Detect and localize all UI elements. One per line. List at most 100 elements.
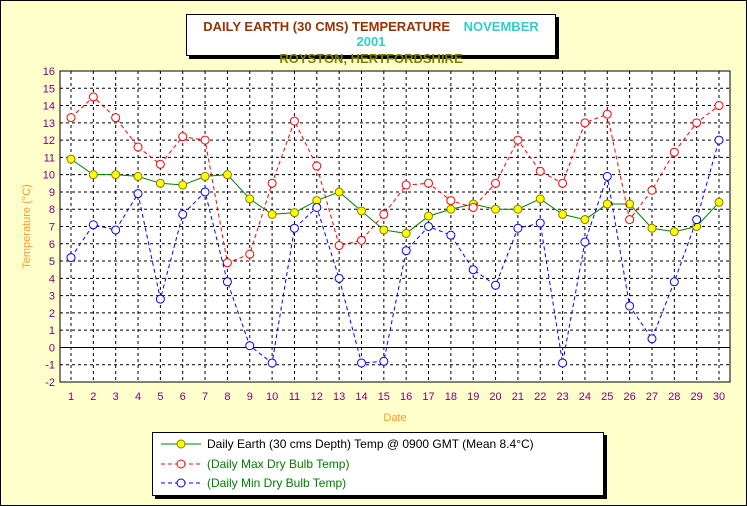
data-point-max xyxy=(178,132,188,142)
y-tick-label: 16 xyxy=(43,66,55,78)
data-point-earth xyxy=(222,170,232,180)
x-tick-label: 8 xyxy=(224,391,230,403)
data-point-max xyxy=(535,166,545,176)
x-tick-label: 15 xyxy=(378,391,390,403)
data-point-min xyxy=(602,171,612,181)
data-point-max xyxy=(379,209,389,219)
data-point-min xyxy=(513,223,523,233)
data-point-earth xyxy=(289,208,299,218)
data-point-max xyxy=(401,180,411,190)
y-tick-label: -2 xyxy=(45,377,55,389)
data-point-earth xyxy=(513,204,523,214)
data-point-max xyxy=(222,258,232,268)
legend-label-min: (Daily Min Dry Bulb Temp) xyxy=(207,476,347,490)
data-point-min xyxy=(401,246,411,256)
x-axis-label: Date xyxy=(383,412,406,424)
x-tick-label: 28 xyxy=(668,391,680,403)
data-point-earth xyxy=(401,228,411,238)
data-point-min xyxy=(468,265,478,275)
data-point-min xyxy=(267,358,277,368)
data-point-min xyxy=(111,225,121,235)
x-tick-label: 4 xyxy=(135,391,141,403)
data-point-max xyxy=(111,113,121,123)
y-tick-label: 1 xyxy=(49,325,55,337)
x-tick-label: 9 xyxy=(247,391,253,403)
x-tick-label: 6 xyxy=(180,391,186,403)
data-point-max xyxy=(468,202,478,212)
y-tick-label: 9 xyxy=(49,187,55,199)
y-tick-label: 11 xyxy=(44,152,55,164)
data-point-max xyxy=(714,101,724,111)
data-point-max xyxy=(580,118,590,128)
y-tick-label: 2 xyxy=(49,308,55,320)
data-point-max xyxy=(558,178,568,188)
x-tick-label: 5 xyxy=(157,391,163,403)
data-point-max xyxy=(267,178,277,188)
data-point-max xyxy=(625,215,635,225)
data-point-earth xyxy=(66,154,76,164)
x-tick-label: 26 xyxy=(623,391,635,403)
data-point-earth xyxy=(334,187,344,197)
data-point-min xyxy=(88,220,98,230)
data-point-earth xyxy=(88,170,98,180)
y-tick-label: 13 xyxy=(43,118,55,130)
data-point-earth xyxy=(424,211,434,221)
data-point-earth xyxy=(155,178,165,188)
legend-item-earth: Daily Earth (30 cms Depth) Temp @ 0900 G… xyxy=(161,435,534,453)
x-tick-label: 7 xyxy=(202,391,208,403)
x-tick-label: 30 xyxy=(713,391,725,403)
data-point-max xyxy=(602,109,612,119)
data-point-max xyxy=(312,161,322,171)
data-point-min xyxy=(535,218,545,228)
data-point-earth xyxy=(580,215,590,225)
data-point-max xyxy=(200,135,210,145)
series-line-min xyxy=(70,139,720,364)
x-tick-label: 23 xyxy=(556,391,568,403)
data-point-max xyxy=(88,92,98,102)
x-tick-label: 17 xyxy=(422,391,434,403)
data-point-earth xyxy=(245,194,255,204)
data-point-earth xyxy=(491,204,501,214)
data-point-min xyxy=(245,341,255,351)
data-point-earth xyxy=(267,209,277,219)
x-tick-label: 29 xyxy=(691,391,703,403)
data-point-min xyxy=(669,277,679,287)
y-tick-label: 15 xyxy=(43,83,55,95)
data-point-earth xyxy=(446,204,456,214)
legend: Daily Earth (30 cms Depth) Temp @ 0900 G… xyxy=(152,432,604,496)
data-point-min xyxy=(558,358,568,368)
chart-title-month: NOVEMBER 2001 xyxy=(356,19,539,49)
x-tick-label: 16 xyxy=(400,391,412,403)
data-point-earth xyxy=(669,227,679,237)
data-point-min xyxy=(446,230,456,240)
y-tick-label: -1 xyxy=(45,360,55,372)
data-point-max xyxy=(491,178,501,188)
y-tick-label: 6 xyxy=(49,239,55,251)
y-tick-label: 8 xyxy=(49,204,55,216)
data-point-max xyxy=(446,196,456,206)
data-point-min xyxy=(356,358,366,368)
data-point-max xyxy=(424,178,434,188)
y-tick-label: 7 xyxy=(49,222,55,234)
data-point-earth xyxy=(602,199,612,209)
data-point-min xyxy=(625,301,635,311)
data-point-min xyxy=(222,277,232,287)
data-point-min xyxy=(66,253,76,263)
x-tick-label: 12 xyxy=(311,391,323,403)
y-tick-label: 5 xyxy=(49,256,55,268)
data-point-min xyxy=(133,189,143,199)
data-point-max xyxy=(289,116,299,126)
data-point-min xyxy=(491,280,501,290)
x-tick-label: 14 xyxy=(355,391,367,403)
legend-item-min: (Daily Min Dry Bulb Temp) xyxy=(161,474,346,492)
data-point-min xyxy=(155,294,165,304)
data-point-max xyxy=(513,135,523,145)
legend-label-earth: Daily Earth (30 cms Depth) Temp @ 0900 G… xyxy=(207,437,534,451)
legend-swatch-max xyxy=(161,459,201,469)
x-tick-label: 10 xyxy=(266,391,278,403)
data-point-earth xyxy=(200,171,210,181)
x-tick-label: 1 xyxy=(68,391,74,403)
x-tick-label: 2 xyxy=(90,391,96,403)
data-point-earth xyxy=(558,209,568,219)
x-tick-label: 18 xyxy=(445,391,457,403)
